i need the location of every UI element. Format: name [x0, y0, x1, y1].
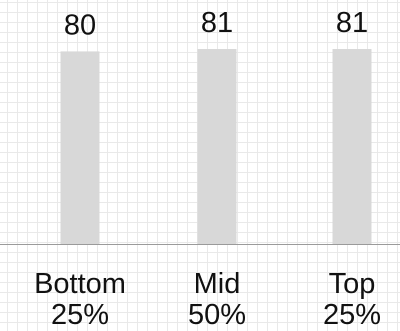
category-label-top: Top [328, 268, 376, 300]
value-label-mid: 81 [201, 7, 233, 39]
category-label-bottom: Bottom [34, 268, 126, 300]
value-label-bottom: 80 [64, 9, 96, 41]
category-label-mid: Mid [193, 268, 241, 300]
category-share-top: 25% [322, 299, 382, 331]
bar-top [332, 49, 372, 244]
category-share-bottom: 25% [50, 299, 110, 331]
bar-mid [197, 49, 237, 244]
bar-bottom [60, 51, 100, 244]
category-share-mid: 50% [187, 299, 247, 331]
value-label-top: 81 [336, 7, 368, 39]
